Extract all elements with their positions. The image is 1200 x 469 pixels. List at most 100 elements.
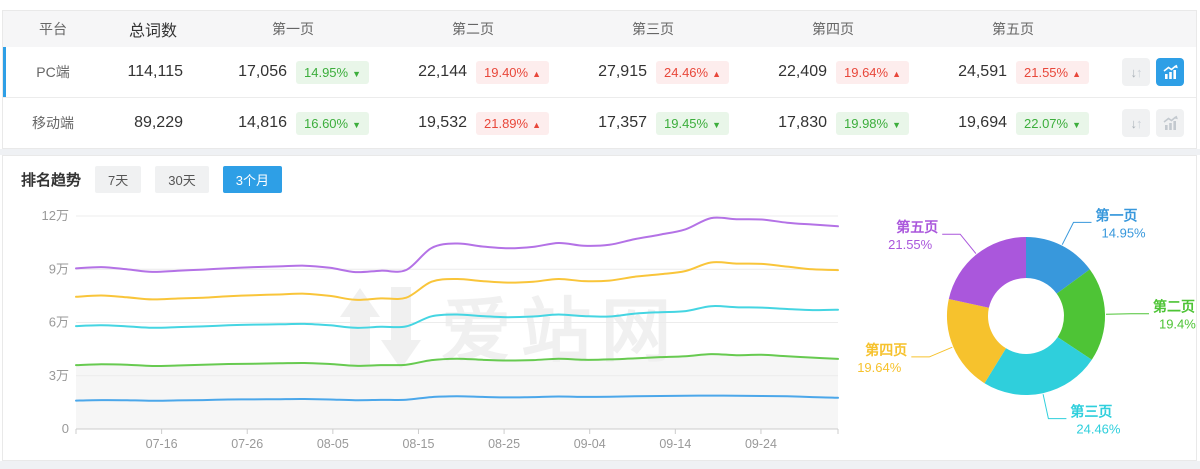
page-3-count: 27,915 (598, 63, 647, 80)
trend-chart-icon (1163, 64, 1178, 79)
trend-range-tab-7天[interactable]: 7天 (95, 165, 142, 193)
trend-line-series3 (75, 305, 839, 329)
donut-label-leader (911, 346, 953, 358)
sort-arrows-button[interactable]: ↓↑ (1122, 58, 1150, 86)
page-background-strip (0, 461, 1200, 469)
page-1-cell: 14,816 16.60% ▼ (203, 111, 383, 135)
donut-label-name: 第三页 (1070, 404, 1112, 420)
column-header-1: 平台 (39, 21, 67, 37)
donut-label-name: 第一页 (1096, 207, 1138, 223)
page-3-cell: 17,357 19.45% ▼ (563, 111, 743, 135)
area-fill (76, 354, 838, 429)
page-4-cell: 22,409 19.64% ▲ (743, 60, 923, 84)
x-axis-label: 08-25 (488, 437, 520, 451)
page-3-cell: 27,915 24.46% ▲ (563, 60, 743, 84)
x-axis-label: 09-14 (659, 437, 691, 451)
donut-slice-第五页[interactable] (948, 236, 1026, 308)
trend-title: 排名趋势 (21, 171, 82, 189)
y-axis-label: 0 (62, 421, 69, 436)
table-row-mobile[interactable]: 移动端 89,229 14,816 16.60% ▼ 19,532 21.89% ▲… (3, 97, 1196, 148)
page-5-change-badge: 21.55% ▲ (1016, 60, 1090, 84)
page-1-change-badge: 14.95% ▼ (296, 60, 370, 84)
x-axis-label: 08-05 (317, 437, 349, 451)
triangle-down-icon: ▼ (712, 119, 722, 130)
page-1-count: 14,816 (238, 114, 287, 131)
row-actions: ↓↑ (1103, 58, 1196, 86)
table-rows: PC端 114,115 17,056 14.95% ▼ 22,144 19.40%… (3, 47, 1196, 148)
trend-chart-icon (1163, 115, 1178, 130)
trend-body: 爱站网 12万 9万 6万 3万 0 07-16 07-26 08-05 08-15 08-25 09… (3, 192, 1196, 460)
donut-label-percent: 24.46% (1076, 422, 1121, 437)
table-row-pc[interactable]: PC端 114,115 17,056 14.95% ▼ 22,144 19.40%… (3, 47, 1196, 97)
page-3-count: 17,357 (598, 114, 647, 131)
donut-label-name: 第四页 (865, 342, 907, 358)
show-trend-chart-button[interactable] (1156, 58, 1184, 86)
page-4-count: 17,830 (778, 114, 827, 131)
donut-slice-第二页[interactable] (1056, 269, 1106, 360)
column-header-2: 总词数 (128, 23, 177, 40)
donut-label-percent: 19.64% (857, 360, 902, 375)
x-axis-label: 07-16 (146, 437, 178, 451)
trend-range-tab-3个月[interactable]: 3个月 (222, 165, 282, 193)
y-axis-label: 12万 (42, 208, 69, 223)
page-2-count: 22,144 (418, 63, 467, 80)
page-5-count: 24,591 (958, 63, 1007, 80)
column-header-5: 第三页 (632, 21, 674, 37)
donut-label-leader (1042, 394, 1067, 420)
row-actions: ↓↑ (1103, 109, 1196, 137)
triangle-up-icon: ▲ (892, 68, 902, 79)
platform-rank-table: 平台 总词数 第一页 第二页 第三页 第四页 第五页 PC端 114,115 17,056 … (2, 10, 1197, 149)
platform-label: PC端 (36, 64, 70, 80)
svg-text:爱站网: 爱站网 (441, 292, 681, 370)
rank-trend-section: 排名趋势 7天 30天 3个月 爱站网 12万 9万 6万 3万 0 07-16 07-26 08-… (2, 155, 1197, 461)
page-4-count: 22,409 (778, 63, 827, 80)
total-words-value: 114,115 (127, 63, 183, 80)
trend-line-series1 (75, 394, 839, 402)
aizhan-watermark: 爱站网 (340, 287, 681, 370)
trend-range-tab-30天[interactable]: 30天 (155, 165, 209, 193)
trend-line-series5 (75, 216, 839, 274)
page-4-change-badge: 19.98% ▼ (836, 111, 910, 135)
show-trend-chart-button[interactable] (1156, 109, 1184, 137)
page-5-count: 19,694 (958, 114, 1007, 131)
donut-label-percent: 21.55% (888, 237, 933, 252)
donut-label-percent: 14.95% (1102, 225, 1147, 240)
trend-tabs: 7天 30天 3个月 (81, 165, 282, 193)
x-axis-label: 09-24 (745, 437, 777, 451)
column-header-7: 第五页 (992, 21, 1034, 37)
triangle-up-icon: ▲ (532, 119, 542, 130)
page-4-cell: 17,830 19.98% ▼ (743, 111, 923, 135)
page-5-change-badge: 22.07% ▼ (1016, 111, 1090, 135)
up-down-arrows-icon: ↓↑ (1130, 115, 1143, 131)
section-divider (0, 149, 1200, 155)
x-axis-label: 09-04 (574, 437, 606, 451)
column-header-6: 第四页 (812, 21, 854, 37)
page-1-change-badge: 16.60% ▼ (296, 111, 370, 135)
x-axis-label: 07-26 (231, 437, 263, 451)
page-2-change-badge: 21.89% ▲ (476, 111, 550, 135)
page-3-change-badge: 24.46% ▲ (656, 60, 730, 84)
trend-line-series2 (75, 353, 839, 368)
donut-label-leader (1061, 221, 1092, 245)
page-share-donut-chart: 第一页 14.95% 第二页 19.4% 第三页 24.46% 第四页 19.64% 第五页 21… (857, 207, 1196, 437)
trend-line-series4 (75, 261, 839, 301)
donut-slice-第一页[interactable] (1026, 237, 1090, 294)
page-5-cell: 24,591 21.55% ▲ (923, 60, 1103, 84)
table-header-row: 平台 总词数 第一页 第二页 第三页 第四页 第五页 (3, 11, 1196, 47)
page-5-cell: 19,694 22.07% ▼ (923, 111, 1103, 135)
page-2-change-badge: 19.40% ▲ (476, 60, 550, 84)
page-4-change-badge: 19.64% ▲ (836, 60, 910, 84)
triangle-down-icon: ▼ (1072, 119, 1082, 130)
sort-arrows-button[interactable]: ↓↑ (1122, 109, 1150, 137)
rank-trend-line-chart: 爱站网 12万 9万 6万 3万 0 07-16 07-26 08-05 08-15 08-25 09… (42, 208, 839, 451)
triangle-up-icon: ▲ (532, 68, 542, 79)
platform-label: 移动端 (32, 115, 74, 131)
page-2-cell: 19,532 21.89% ▲ (383, 111, 563, 135)
x-axis-label: 08-15 (402, 437, 434, 451)
donut-slice-第四页[interactable] (946, 299, 1006, 384)
donut-slice-第三页[interactable] (984, 337, 1092, 396)
page-3-change-badge: 19.45% ▼ (656, 111, 730, 135)
total-words-value: 89,229 (134, 114, 183, 131)
donut-label-leader (1105, 313, 1149, 315)
